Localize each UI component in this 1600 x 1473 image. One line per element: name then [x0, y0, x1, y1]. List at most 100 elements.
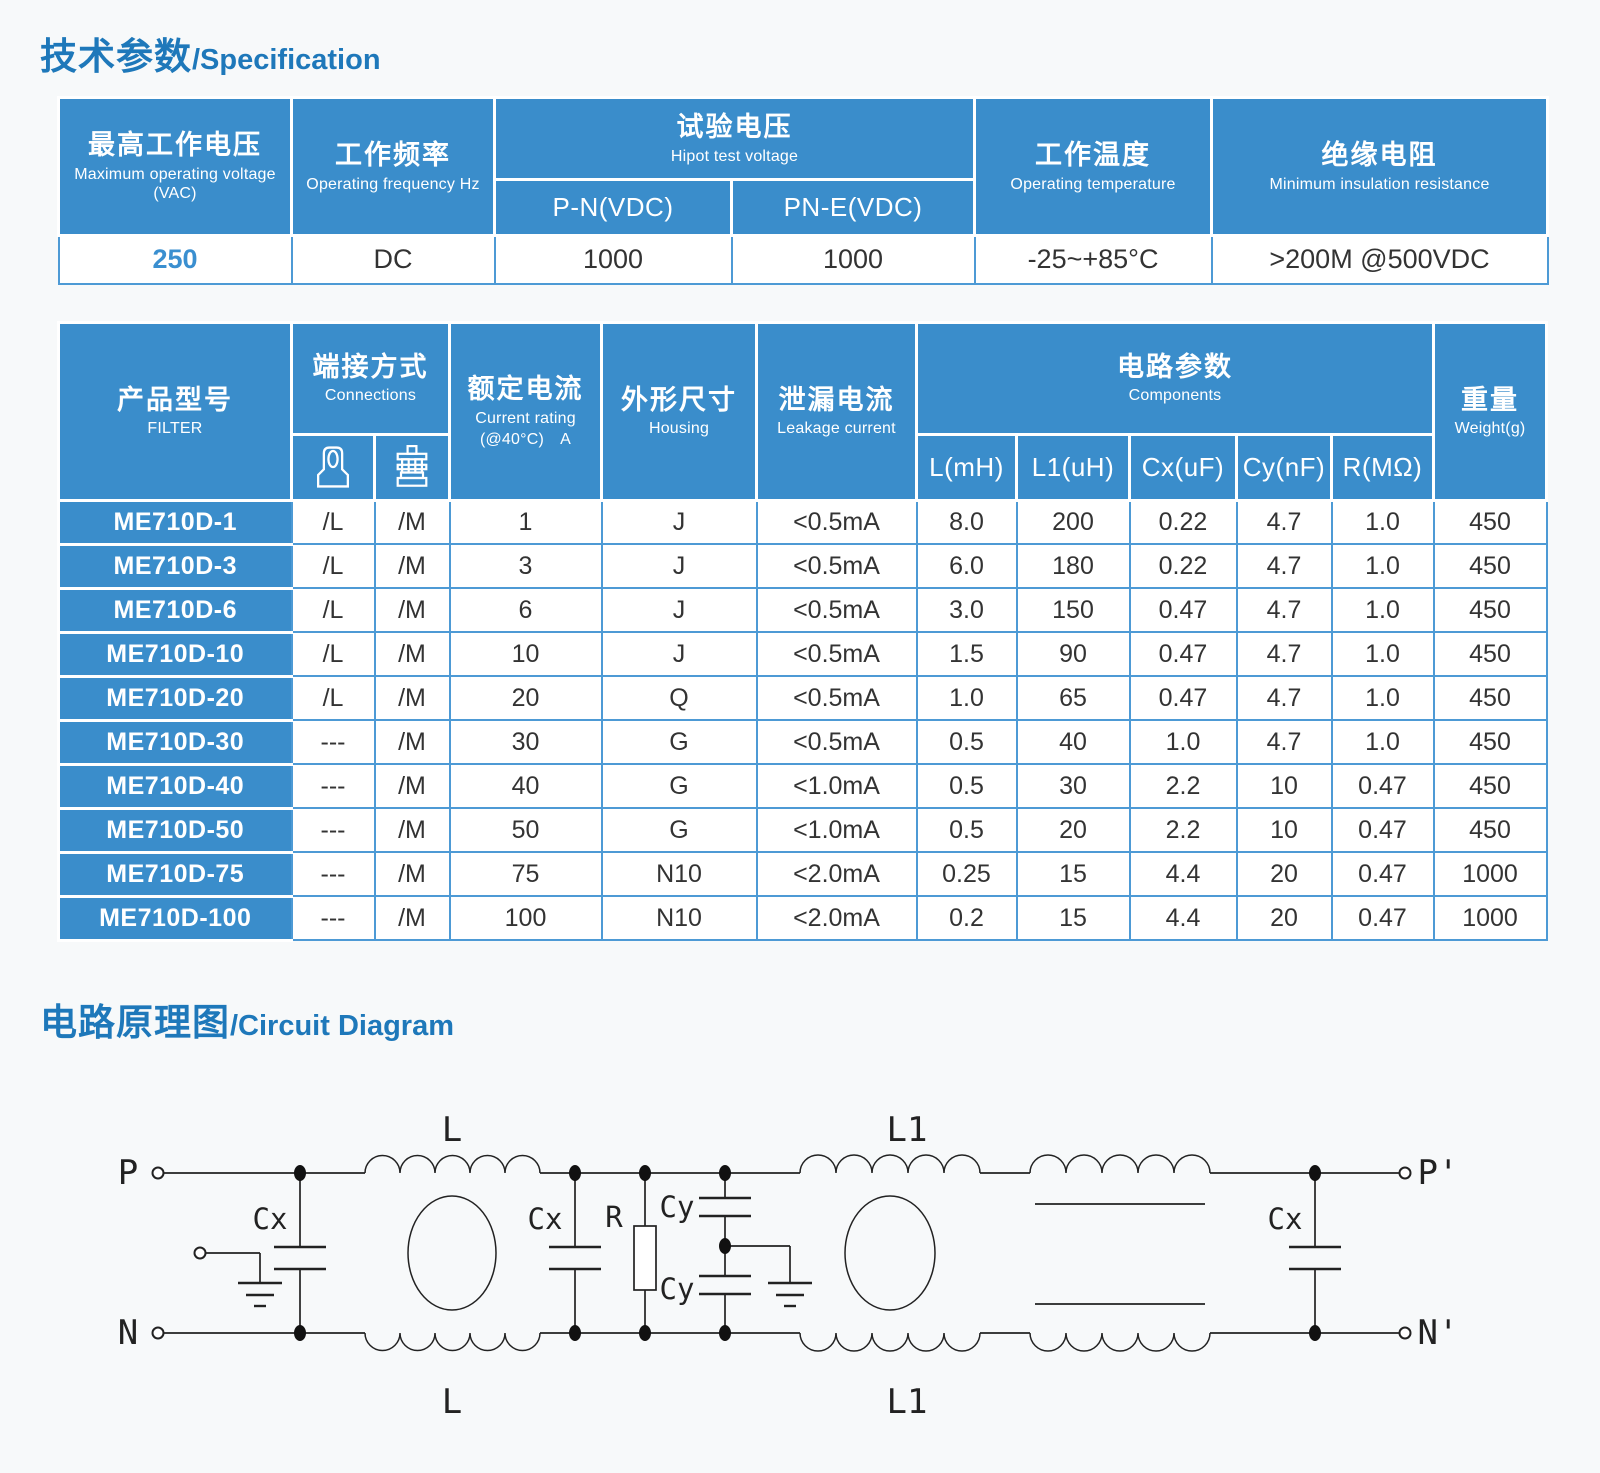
cell-conn_screw: /M [373, 851, 451, 897]
label-p-in: P [118, 1153, 138, 1193]
header-frequency: 工作频率 Operating frequency Hz [290, 96, 496, 237]
cell-weight: 450 [1432, 587, 1548, 633]
cell-current: 10 [448, 631, 603, 677]
header-current-zh: 额定电流 [467, 373, 584, 404]
cell-conn_lug: --- [290, 719, 376, 765]
circuit-diagram: P N P' N' L L L1 L1 Cx Cx R Cy Cy Cx [100, 1078, 1600, 1428]
cell-model: ME710D-20 [57, 674, 293, 722]
cell-weight: 450 [1432, 499, 1548, 545]
cell-current: 100 [448, 895, 603, 941]
header-model-en: FILTER [147, 420, 203, 438]
cell-conn_screw: /M [373, 895, 451, 941]
cell-weight: 450 [1432, 807, 1548, 853]
header-pn: P-N(VDC) [493, 178, 733, 237]
header-hipot-zh: 试验电压 [676, 112, 793, 143]
cell-conn_lug: --- [290, 763, 376, 809]
terminal-n-out [1398, 1326, 1412, 1339]
header-frequency-en: Operating frequency Hz [306, 175, 480, 193]
header-model: 产品型号 FILTER [57, 320, 293, 502]
header-insulation-en: Minimum insulation resistance [1269, 175, 1490, 193]
cell-cy: 4.7 [1235, 587, 1333, 633]
cell-l: 8.0 [915, 499, 1018, 545]
cell-r: 0.47 [1330, 895, 1435, 941]
table-row: ME710D-100 ---/M 100 N10 <2.0mA 0.2 15 4.4 20 0.4… [57, 894, 1548, 942]
cell-l1: 65 [1015, 675, 1131, 721]
header-insulation: 绝缘电阻 Minimum insulation resistance [1210, 96, 1550, 237]
cell-conn_screw: /M [373, 543, 451, 589]
cell-leakage: <0.5mA [755, 631, 918, 677]
cell-r: 0.47 [1330, 763, 1435, 809]
circuit-schematic: P N P' N' L L L1 L1 Cx Cx R Cy Cy Cx [118, 1110, 1459, 1422]
filter-table: 产品型号 FILTER 端接方式 Connections 额定电流 Curren… [57, 320, 1549, 942]
subheader-l: L(mH) [915, 432, 1018, 502]
cell-current: 1 [448, 499, 603, 545]
cell-cx: 4.4 [1128, 851, 1238, 897]
screw-terminal-icon [376, 443, 448, 491]
cell-housing: J [600, 631, 758, 677]
cell-l: 0.25 [915, 851, 1018, 897]
cell-model: ME710D-75 [57, 850, 293, 898]
table-row: ME710D-50 ---/M 50 G <1.0mA 0.5 20 2.2 10 0.47 450 [57, 806, 1548, 854]
terminal-p-out [1398, 1166, 1412, 1179]
header-housing-zh: 外形尺寸 [621, 384, 737, 415]
cell-current: 20 [448, 675, 603, 721]
cell-l1: 15 [1015, 895, 1131, 941]
cell-model: ME710D-40 [57, 762, 293, 810]
spec-title-en: /Specification [192, 44, 381, 76]
cell-leakage: <0.5mA [755, 543, 918, 589]
junction-nodes [294, 1164, 1321, 1341]
header-pne: PN-E(VDC) [729, 178, 977, 237]
table-row: ME710D-40 ---/M 40 G <1.0mA 0.5 30 2.2 10 0.47 450 [57, 762, 1548, 810]
cell-l: 0.5 [915, 719, 1018, 765]
header-leakage: 泄漏电流 Leakage current [755, 320, 918, 502]
circuit-labels: P N P' N' L L L1 L1 Cx Cx R Cy Cy Cx [118, 1110, 1459, 1422]
cell-weight: 450 [1432, 763, 1548, 809]
cell-r: 1.0 [1330, 631, 1435, 677]
cell-model: ME710D-6 [57, 586, 293, 634]
header-housing: 外形尺寸 Housing [600, 320, 758, 502]
lug-terminal-icon [293, 443, 373, 491]
cell-l1: 40 [1015, 719, 1131, 765]
value-frequency: DC [290, 234, 496, 285]
cell-weight: 1000 [1432, 851, 1548, 897]
cell-current: 40 [448, 763, 603, 809]
subheader-r: R(MΩ) [1329, 432, 1436, 502]
cell-l: 6.0 [915, 543, 1018, 589]
cell-current: 3 [448, 543, 603, 589]
cell-l1: 15 [1015, 851, 1131, 897]
choke-core-L1 [844, 1194, 936, 1311]
label-l1-bottom: L1 [887, 1382, 928, 1422]
cell-r: 0.47 [1330, 807, 1435, 853]
cell-conn_screw: /M [373, 631, 451, 677]
cell-cy: 10 [1235, 807, 1333, 853]
cell-conn_screw: /M [373, 807, 451, 853]
header-model-zh: 产品型号 [117, 384, 233, 415]
cell-weight: 450 [1432, 675, 1548, 721]
header-connections-zh: 端接方式 [312, 351, 429, 382]
cell-conn_lug: /L [290, 675, 376, 721]
cell-housing: G [600, 719, 758, 765]
header-components: 电路参数 Components [914, 320, 1436, 436]
table-row: ME710D-20/L/M 20 Q <0.5mA 1.0 65 0.47 4.7 1.0 450 [57, 674, 1548, 722]
cell-l1: 180 [1015, 543, 1131, 589]
cell-r: 1.0 [1330, 499, 1435, 545]
cell-conn_lug: --- [290, 851, 376, 897]
terminal-n-in [151, 1326, 165, 1339]
header-weight-zh: 重量 [1461, 384, 1520, 415]
cell-conn_lug: /L [290, 499, 376, 545]
cell-current: 50 [448, 807, 603, 853]
header-connections: 端接方式 Connections [290, 320, 451, 436]
header-current-en1: Current rating [475, 409, 576, 427]
header-current: 额定电流 Current rating (@40°C) A [448, 320, 603, 502]
header-pne-label: PN-E(VDC) [783, 192, 923, 222]
cell-r: 1.0 [1330, 587, 1435, 633]
cell-conn_screw: /M [373, 763, 451, 809]
header-housing-en: Housing [648, 420, 710, 438]
label-cy-top: Cy [660, 1190, 695, 1224]
cell-l1: 200 [1015, 499, 1131, 545]
subheader-l1: L1(uH) [1015, 432, 1131, 502]
table-row: ME710D-10/L/M 10 J <0.5mA 1.5 90 0.47 4.7 1.0 450 [57, 630, 1548, 678]
spec-table: 最高工作电压 Maximum operating voltage (VAC) 工… [57, 96, 1550, 285]
cell-l: 0.5 [915, 807, 1018, 853]
circuit-wires [164, 1171, 1399, 1334]
